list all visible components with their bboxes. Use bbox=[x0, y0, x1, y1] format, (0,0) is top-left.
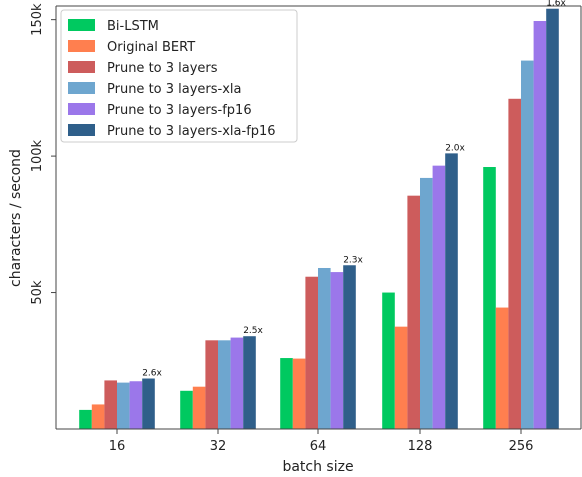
speedup-label-256: 1.6x bbox=[546, 0, 566, 9]
legend: Bi-LSTM Original BERT Prune to 3 layers Pru… bbox=[60, 9, 298, 143]
bar-1-32 bbox=[180, 390, 193, 429]
bar-5-64 bbox=[330, 272, 344, 429]
bar-1-128 bbox=[382, 292, 395, 429]
x-tick-label-256: 256 bbox=[509, 439, 534, 454]
x-tick-label-16: 16 bbox=[109, 439, 126, 454]
bar-2-256 bbox=[495, 307, 509, 429]
bar-2-64 bbox=[292, 358, 306, 429]
y-ticks: 50k 100k 150k bbox=[30, 3, 56, 305]
legend-swatch-4 bbox=[68, 82, 95, 94]
legend-swatch-3 bbox=[68, 61, 95, 73]
annotation-layer: 2.6x 2.5x 2.3x 2.0x 1.6x bbox=[142, 0, 566, 379]
bar-3-16 bbox=[104, 380, 117, 429]
x-ticks: 16 32 64 128 256 bbox=[109, 429, 534, 454]
legend-swatch-6 bbox=[68, 124, 95, 136]
speedup-label-64: 2.3x bbox=[343, 255, 363, 265]
legend-label-3: Prune to 3 layers bbox=[107, 61, 218, 76]
bar-6-16 bbox=[142, 378, 155, 429]
bar-5-32 bbox=[230, 337, 244, 429]
bar-1-16 bbox=[79, 409, 92, 429]
bar-3-64 bbox=[305, 276, 318, 429]
legend-swatch-5 bbox=[68, 103, 95, 115]
legend-swatch-2 bbox=[68, 40, 95, 52]
bar-5-128 bbox=[432, 165, 446, 429]
bar-1-64 bbox=[280, 358, 293, 429]
legend-frame bbox=[60, 9, 298, 143]
legend-label-6: Prune to 3 layers-xla-fp16 bbox=[107, 124, 276, 139]
bar-6-128 bbox=[445, 153, 458, 429]
speedup-label-32: 2.5x bbox=[243, 326, 263, 336]
x-tick-label-128: 128 bbox=[408, 439, 433, 454]
bar-3-32 bbox=[205, 340, 218, 429]
bar-4-128 bbox=[420, 177, 433, 429]
x-tick-label-32: 32 bbox=[210, 439, 227, 454]
bar-4-256 bbox=[521, 60, 534, 429]
y-tick-label-50k: 50k bbox=[30, 280, 45, 305]
bar-6-256 bbox=[546, 8, 559, 429]
bar-2-128 bbox=[394, 326, 408, 429]
bar-5-256 bbox=[533, 21, 547, 429]
bar-3-256 bbox=[508, 98, 521, 429]
legend-label-2: Original BERT bbox=[107, 40, 195, 55]
y-axis-title: characters / second bbox=[8, 149, 24, 287]
speedup-label-16: 2.6x bbox=[142, 369, 162, 379]
bar-1-256 bbox=[483, 167, 496, 429]
bar-5-16 bbox=[129, 381, 143, 429]
bar-6-32 bbox=[243, 336, 256, 429]
bar-2-16 bbox=[91, 404, 105, 429]
legend-label-5: Prune to 3 layers-fp16 bbox=[107, 103, 252, 118]
legend-swatch-1 bbox=[68, 19, 95, 31]
bars-layer bbox=[79, 8, 559, 429]
bar-4-64 bbox=[318, 267, 331, 429]
bar-4-32 bbox=[218, 340, 231, 429]
speedup-label-128: 2.0x bbox=[445, 143, 465, 153]
bar-3-128 bbox=[407, 195, 420, 429]
x-tick-label-64: 64 bbox=[310, 439, 327, 454]
bar-4-16 bbox=[117, 382, 130, 429]
legend-label-1: Bi-LSTM bbox=[107, 19, 159, 34]
y-tick-label-150k: 150k bbox=[30, 3, 45, 36]
legend-label-4: Prune to 3 layers-xla bbox=[107, 82, 242, 97]
y-tick-label-100k: 100k bbox=[30, 139, 45, 172]
bar-2-32 bbox=[192, 386, 206, 429]
x-axis-title: batch size bbox=[282, 459, 353, 475]
bar-6-64 bbox=[343, 265, 356, 429]
